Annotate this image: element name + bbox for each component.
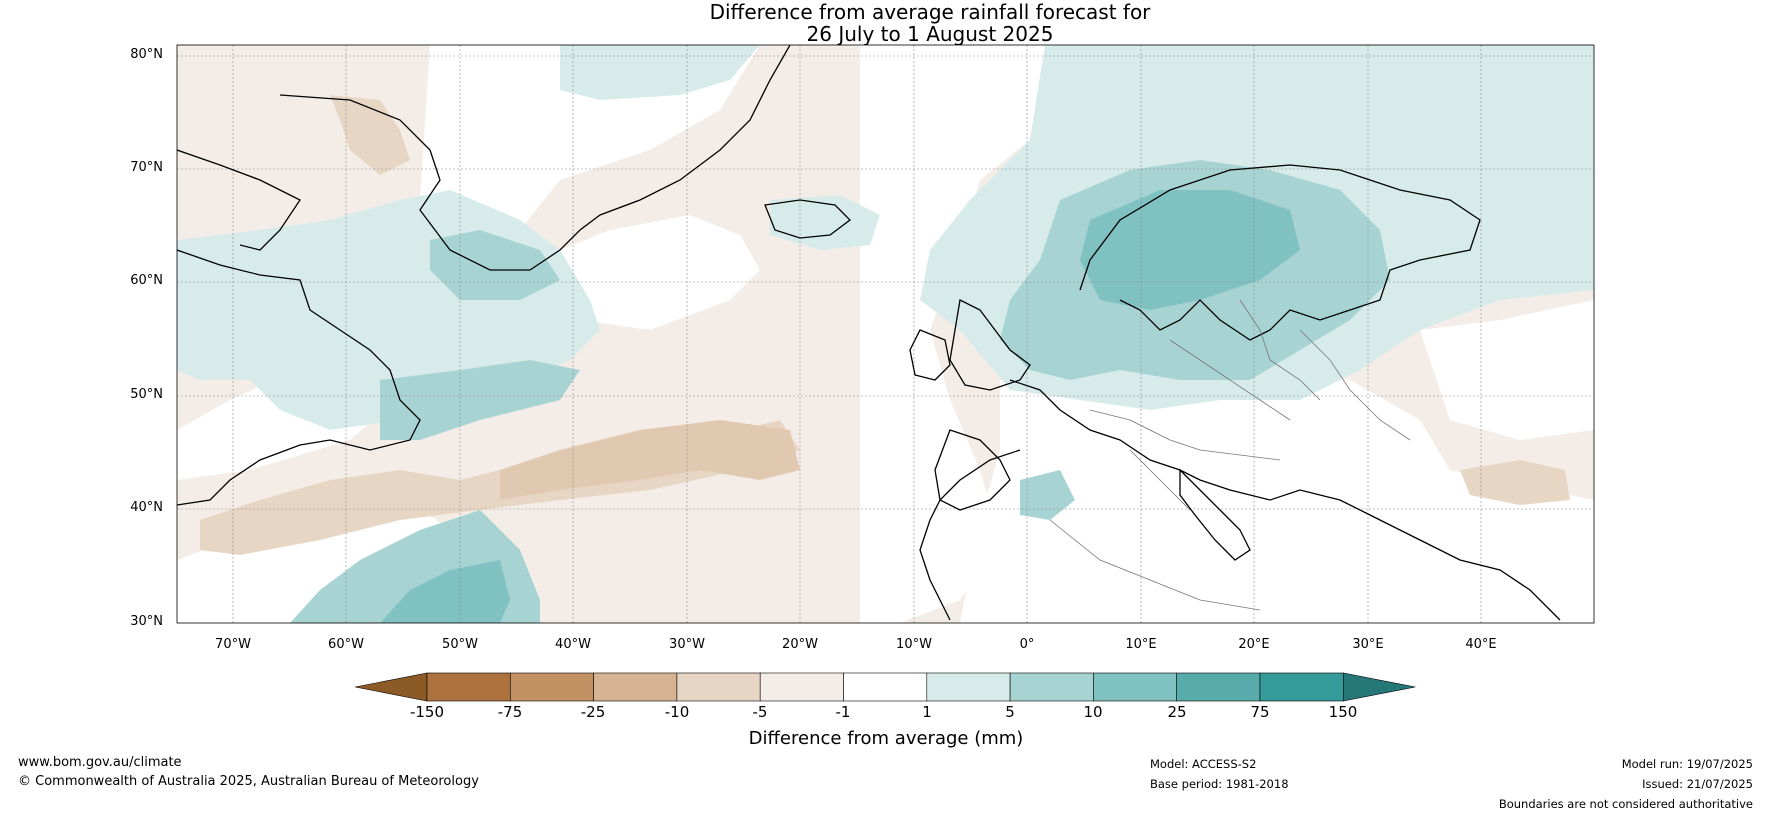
lon-label-40w: 40°W <box>555 637 591 652</box>
coastline-north-africa <box>919 449 1021 621</box>
base-period-text: Base period: 1981-2018 <box>1150 777 1289 791</box>
colorbar-segment <box>843 672 928 702</box>
lon-label-10w: 10°W <box>896 637 932 652</box>
dry-anomaly-greenland-west <box>330 95 410 175</box>
colorbar-tick-label: -1 <box>835 703 851 721</box>
wet-anomaly-iceland <box>770 195 880 250</box>
colorbar-tick-label: -25 <box>580 703 606 721</box>
wet-anomaly-greenland-sea <box>560 45 760 100</box>
model-run-text: Model run: 19/07/2025 <box>1621 757 1753 771</box>
colorbar-segment <box>1009 672 1094 702</box>
colorbar-arrow-right <box>1343 672 1416 702</box>
near-average-region-east-atlantic <box>860 45 1045 623</box>
lon-label-20e: 20°E <box>1238 637 1270 652</box>
colorbar-arrow-left <box>354 672 428 702</box>
lat-label-30n: 30°N <box>130 614 163 629</box>
wet-anomaly-scandinavia-core <box>1080 190 1300 310</box>
lat-label-60n: 60°N <box>130 273 163 288</box>
coastline-italy <box>1179 468 1251 561</box>
copyright-text: © Commonwealth of Australia 2025, Austra… <box>18 774 479 789</box>
lat-label-80n: 80°N <box>130 47 163 62</box>
coastline-greenland <box>279 45 791 271</box>
lon-label-30w: 30°W <box>669 637 705 652</box>
colorbar-tick-label: -10 <box>664 703 690 721</box>
wet-anomaly-south-atlantic-core <box>380 560 510 623</box>
lon-label-60w: 60°W <box>328 637 364 652</box>
map-frame <box>177 45 1594 623</box>
colorbar-tick-label: 150 <box>1328 703 1358 721</box>
colorbar-tick-label: 25 <box>1167 703 1187 721</box>
colorbar-tick-label: 5 <box>1005 703 1015 721</box>
colorbar-segment <box>676 672 761 702</box>
colorbar-segment <box>1176 672 1261 702</box>
wet-anomaly-labrador-core <box>430 230 560 300</box>
coastline-europe-south <box>1009 379 1561 621</box>
model-text: Model: ACCESS-S2 <box>1150 757 1257 771</box>
colorbar-tick-label: -75 <box>497 703 523 721</box>
coastline-ireland <box>909 329 951 381</box>
colorbar-tick-label: -5 <box>752 703 768 721</box>
near-average-region-mediterranean <box>960 370 1594 623</box>
coastline-scandinavia <box>1079 164 1481 341</box>
colorbar-segment <box>759 672 844 702</box>
coastline-iberia <box>934 429 1011 511</box>
colorbar <box>354 672 1416 702</box>
colorbar-segment <box>1259 672 1344 702</box>
rainfall-contours <box>177 45 1594 623</box>
lon-label-0: 0° <box>1019 637 1035 652</box>
colorbar-tick-label: 1 <box>922 703 932 721</box>
coastline-iceland <box>764 199 851 239</box>
coastline-british-isles <box>949 299 1031 391</box>
map-title-line-1: Difference from average rainfall forecas… <box>709 0 1151 24</box>
colorbar-tick-label: 75 <box>1250 703 1270 721</box>
colorbar-tick-label: 10 <box>1083 703 1103 721</box>
map-border <box>176 44 1595 624</box>
dry-anomaly-atlantic-45n <box>500 420 800 500</box>
website-link[interactable]: www.bom.gov.au/climate <box>18 755 182 770</box>
dry-anomaly-black-sea <box>1460 460 1570 505</box>
lon-label-10e: 10°E <box>1125 637 1157 652</box>
lon-label-20w: 20°W <box>782 637 818 652</box>
graticule <box>177 45 1594 623</box>
colorbar-segment <box>593 672 678 702</box>
lat-label-70n: 70°N <box>130 160 163 175</box>
colorbar-segment <box>1093 672 1178 702</box>
disclaimer-text: Boundaries are not considered authoritat… <box>1498 797 1753 811</box>
issued-text: Issued: 21/07/2025 <box>1642 777 1753 791</box>
near-average-region-central <box>550 215 760 330</box>
lon-label-70w: 70°W <box>215 637 251 652</box>
coastline-labrador <box>177 249 421 506</box>
colorbar-segment <box>926 672 1011 702</box>
lat-label-40n: 40°N <box>130 500 163 515</box>
coastline-canadian-arctic <box>177 149 301 251</box>
lat-label-50n: 50°N <box>130 387 163 402</box>
map-title-line-2: 26 July to 1 August 2025 <box>806 22 1054 46</box>
coastlines <box>177 45 1561 621</box>
lon-label-40e: 40°E <box>1465 637 1497 652</box>
lon-label-30e: 30°E <box>1352 637 1384 652</box>
wet-anomaly-iberia <box>1020 470 1075 520</box>
colorbar-label: Difference from average (mm) <box>748 728 1024 749</box>
lon-label-50w: 50°W <box>442 637 478 652</box>
country-borders <box>1049 299 1411 611</box>
colorbar-tick-label: -150 <box>409 703 445 721</box>
colorbar-segment <box>509 672 594 702</box>
near-average-region-russia <box>1420 300 1594 440</box>
wet-anomaly-newfoundland <box>380 360 580 440</box>
colorbar-segment <box>426 672 511 702</box>
